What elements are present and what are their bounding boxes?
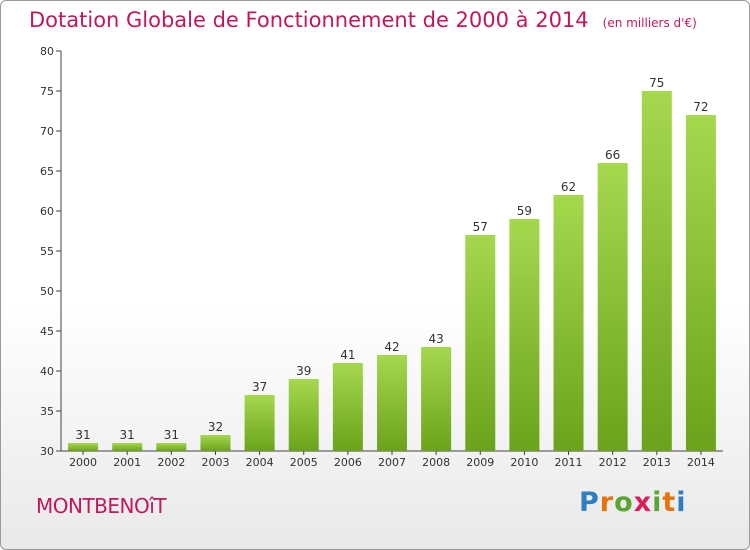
bar [641, 91, 672, 451]
bar-value-label: 41 [340, 348, 355, 362]
logo-letter: i [676, 487, 687, 518]
x-tick-label: 2011 [555, 456, 583, 469]
y-tick-label: 80 [40, 45, 54, 58]
proxiti-logo: Proxiti [579, 487, 687, 518]
x-tick-label: 2004 [246, 456, 274, 469]
bar [421, 347, 452, 451]
bar-value-label: 39 [296, 364, 311, 378]
x-tick-label: 2008 [422, 456, 450, 469]
commune-name: MONTBENOîT [36, 494, 167, 518]
bar-value-label: 66 [605, 148, 620, 162]
logo-letter: i [652, 487, 663, 518]
bar-value-label: 57 [473, 220, 488, 234]
y-tick-label: 40 [40, 365, 54, 378]
bar [288, 379, 319, 451]
bar [244, 395, 275, 451]
chart-title: Dotation Globale de Fonctionnement de 20… [29, 8, 697, 32]
y-tick-label: 50 [40, 285, 54, 298]
x-tick-label: 2007 [378, 456, 406, 469]
bar-value-label: 59 [517, 204, 532, 218]
y-tick-label: 70 [40, 125, 54, 138]
bar-value-label: 43 [428, 332, 443, 346]
bar [112, 443, 143, 451]
bar [509, 219, 540, 451]
x-tick-label: 2014 [687, 456, 715, 469]
unit-note: (en milliers d'€) [602, 16, 697, 30]
logo-letter: t [662, 487, 677, 518]
x-tick-label: 2005 [290, 456, 318, 469]
bar-value-label: 32 [208, 420, 223, 434]
bar-value-label: 31 [120, 428, 135, 442]
x-tick-label: 2013 [643, 456, 671, 469]
logo-letter: o [614, 487, 634, 518]
y-tick-label: 75 [40, 85, 54, 98]
bar-value-label: 75 [649, 76, 664, 90]
y-tick-label: 30 [40, 445, 54, 458]
y-tick-label: 45 [40, 325, 54, 338]
y-tick-label: 60 [40, 205, 54, 218]
y-tick-label: 35 [40, 405, 54, 418]
x-tick-label: 2006 [334, 456, 362, 469]
bar [200, 435, 231, 451]
bar-value-label: 37 [252, 380, 267, 394]
bar-value-label: 31 [164, 428, 179, 442]
bar [332, 363, 363, 451]
bar [377, 355, 407, 451]
bar [685, 115, 716, 451]
bar [553, 195, 584, 451]
axes: 30 35 40 45 50 55 60 65 70 75 80 2000 2001 2002 2003 20… [40, 45, 723, 469]
x-tick-label: 2001 [113, 456, 141, 469]
bar [465, 235, 496, 451]
x-tick-label: 2003 [201, 456, 229, 469]
title-main: Dotation Globale de Fonctionnement de 20… [29, 8, 589, 32]
bar [68, 443, 99, 451]
bars [68, 91, 716, 451]
bar [156, 443, 187, 451]
y-tick-label: 65 [40, 165, 54, 178]
logo-letter: r [599, 487, 615, 518]
bar-value-label: 72 [693, 100, 708, 114]
bar-value-label: 31 [75, 428, 90, 442]
x-tick-label: 2012 [599, 456, 627, 469]
labels: 31 31 31 32 37 39 41 42 43 57 59 62 66 75 72 [75, 76, 708, 442]
x-tick-label: 2002 [157, 456, 185, 469]
bar [597, 163, 628, 451]
x-tick-label: 2009 [466, 456, 494, 469]
bar-value-label: 42 [384, 340, 399, 354]
x-tick-label: 2010 [510, 456, 538, 469]
y-tick-label: 55 [40, 245, 54, 258]
x-tick-label: 2000 [69, 456, 97, 469]
bar-value-label: 62 [561, 180, 576, 194]
logo-letter: x [633, 487, 653, 518]
logo-letter: P [579, 487, 600, 518]
